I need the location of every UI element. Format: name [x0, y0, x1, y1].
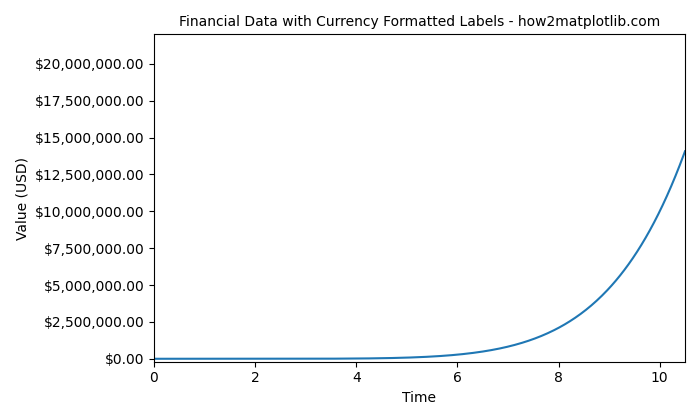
- X-axis label: Time: Time: [402, 391, 437, 405]
- Title: Financial Data with Currency Formatted Labels - how2matplotlib.com: Financial Data with Currency Formatted L…: [178, 15, 660, 29]
- Y-axis label: Value (USD): Value (USD): [15, 157, 29, 239]
